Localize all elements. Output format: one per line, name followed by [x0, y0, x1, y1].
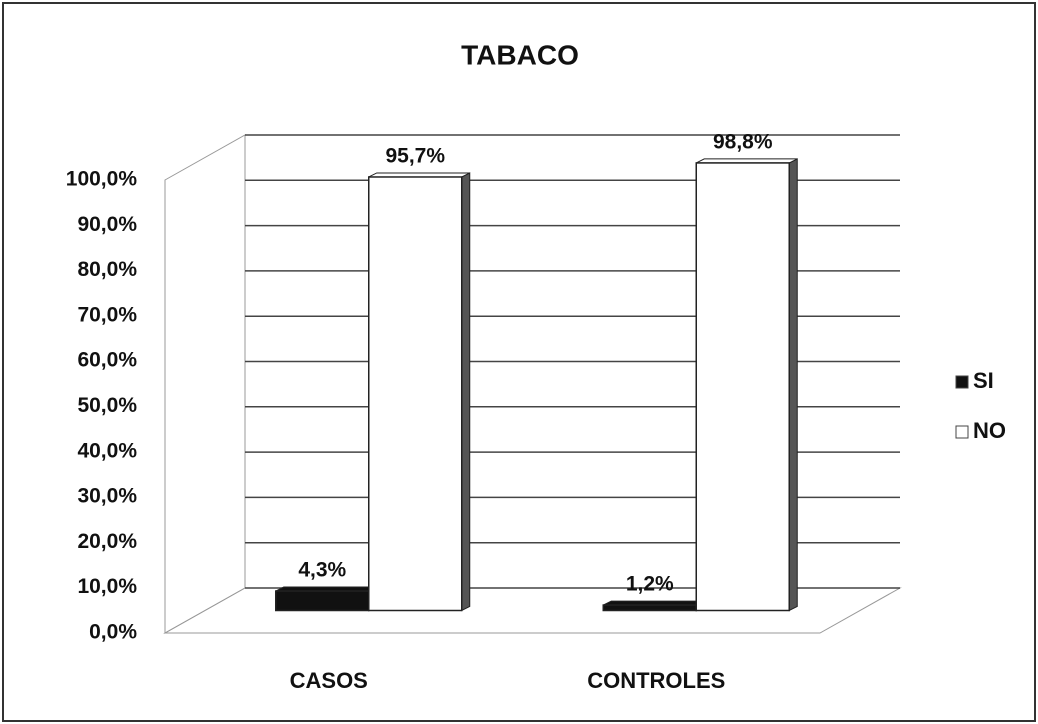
y-tick-label: 10,0% — [77, 575, 137, 598]
x-tick-label: CONTROLES — [587, 668, 725, 693]
y-tick-label: 90,0% — [77, 213, 137, 236]
chart-title: TABACO — [461, 39, 579, 70]
bar-side — [788, 158, 798, 612]
y-tick-label: 30,0% — [77, 485, 137, 508]
bar — [602, 604, 697, 612]
value-label: 98,8% — [713, 130, 773, 153]
y-tick-label: 80,0% — [77, 258, 137, 281]
y-tick-label: 40,0% — [77, 439, 137, 462]
y-tick-label: 60,0% — [77, 349, 137, 372]
value-label: 4,3% — [298, 559, 346, 582]
legend-swatch — [955, 425, 969, 439]
x-tick-label: CASOS — [290, 668, 368, 693]
legend-label: SI — [973, 368, 994, 393]
value-label: 1,2% — [626, 573, 674, 596]
y-tick-label: 70,0% — [77, 303, 137, 326]
y-tick-label: 50,0% — [77, 394, 137, 417]
y-tick-label: 20,0% — [77, 530, 137, 553]
y-tick-label: 100,0% — [66, 168, 138, 191]
legend-swatch — [955, 375, 969, 389]
y-tick-label: 0,0% — [89, 621, 137, 644]
legend-label: NO — [973, 418, 1006, 443]
bar-side — [461, 172, 471, 612]
bar — [275, 590, 370, 612]
value-label: 95,7% — [385, 145, 445, 168]
bar — [695, 162, 790, 612]
bar — [368, 176, 463, 612]
